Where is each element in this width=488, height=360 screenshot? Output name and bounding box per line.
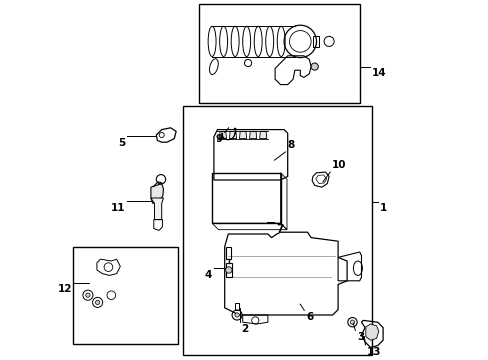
Text: 4: 4 (204, 270, 212, 280)
Bar (225, 263, 231, 277)
Polygon shape (219, 131, 226, 139)
Bar (73, 247, 178, 344)
Circle shape (85, 293, 90, 297)
Bar (199, 4, 359, 103)
Circle shape (95, 300, 100, 305)
Polygon shape (365, 324, 378, 340)
Text: 10: 10 (331, 160, 346, 170)
Polygon shape (151, 198, 163, 220)
Bar (183, 106, 371, 355)
Circle shape (234, 313, 239, 317)
Text: 1: 1 (379, 203, 386, 213)
Polygon shape (239, 131, 246, 139)
Text: 9: 9 (215, 134, 223, 144)
Text: 3: 3 (356, 332, 364, 342)
Circle shape (310, 63, 318, 70)
Text: 8: 8 (287, 140, 294, 150)
Polygon shape (259, 131, 266, 139)
Bar (312, 36, 319, 47)
Text: 14: 14 (371, 68, 386, 78)
Polygon shape (229, 131, 236, 139)
Text: 5: 5 (118, 138, 125, 148)
Bar (212, 173, 280, 223)
Circle shape (349, 320, 354, 324)
Polygon shape (249, 131, 256, 139)
Circle shape (225, 267, 232, 273)
Text: 12: 12 (58, 284, 72, 294)
Polygon shape (151, 184, 163, 203)
Text: 2: 2 (241, 324, 248, 334)
Text: 13: 13 (366, 347, 381, 357)
Bar (234, 303, 239, 310)
Text: 6: 6 (305, 312, 313, 322)
Bar (226, 247, 231, 259)
Text: 7: 7 (276, 224, 283, 234)
Text: 11: 11 (111, 203, 125, 213)
